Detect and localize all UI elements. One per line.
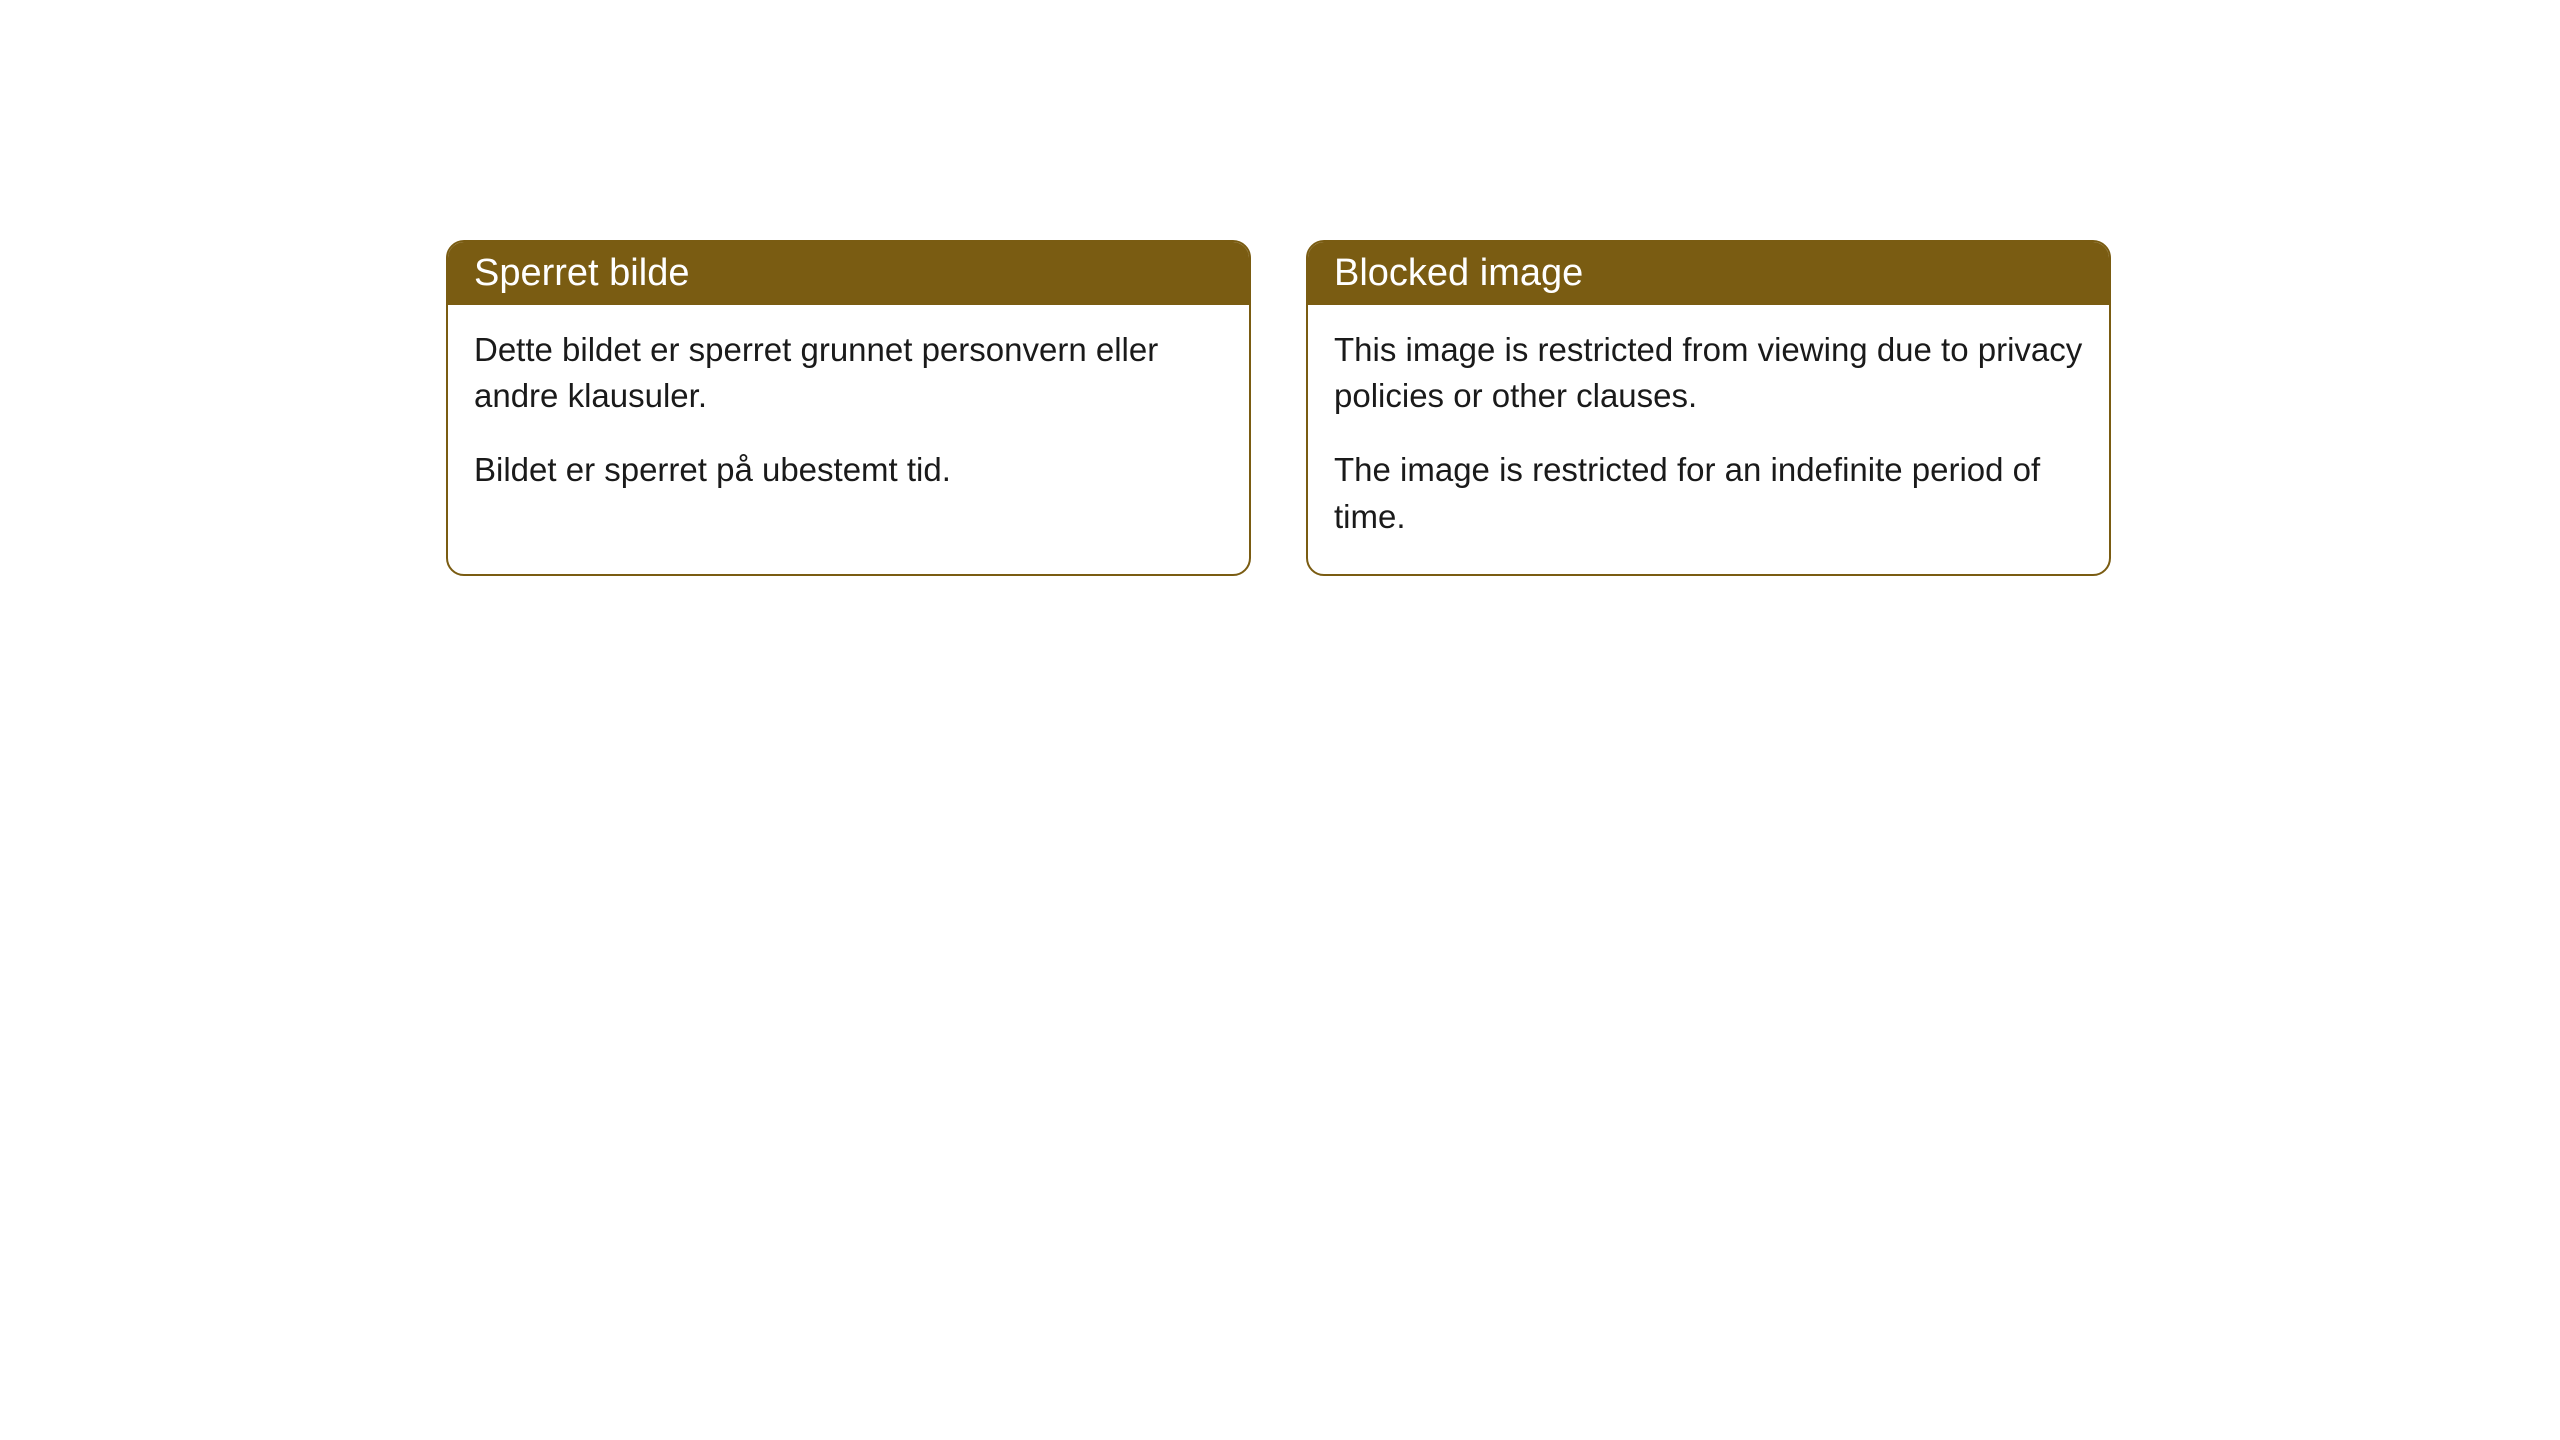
notice-cards-container: Sperret bilde Dette bildet er sperret gr… — [446, 240, 2111, 576]
card-header: Sperret bilde — [448, 242, 1249, 305]
card-body: This image is restricted from viewing du… — [1308, 305, 2109, 574]
card-title: Sperret bilde — [474, 252, 689, 294]
card-title: Blocked image — [1334, 252, 1583, 294]
card-header: Blocked image — [1308, 242, 2109, 305]
blocked-image-card-english: Blocked image This image is restricted f… — [1306, 240, 2111, 576]
card-paragraph: Dette bildet er sperret grunnet personve… — [474, 327, 1223, 419]
card-body: Dette bildet er sperret grunnet personve… — [448, 305, 1249, 528]
blocked-image-card-norwegian: Sperret bilde Dette bildet er sperret gr… — [446, 240, 1251, 576]
card-paragraph: The image is restricted for an indefinit… — [1334, 447, 2083, 539]
card-paragraph: Bildet er sperret på ubestemt tid. — [474, 447, 1223, 493]
card-paragraph: This image is restricted from viewing du… — [1334, 327, 2083, 419]
